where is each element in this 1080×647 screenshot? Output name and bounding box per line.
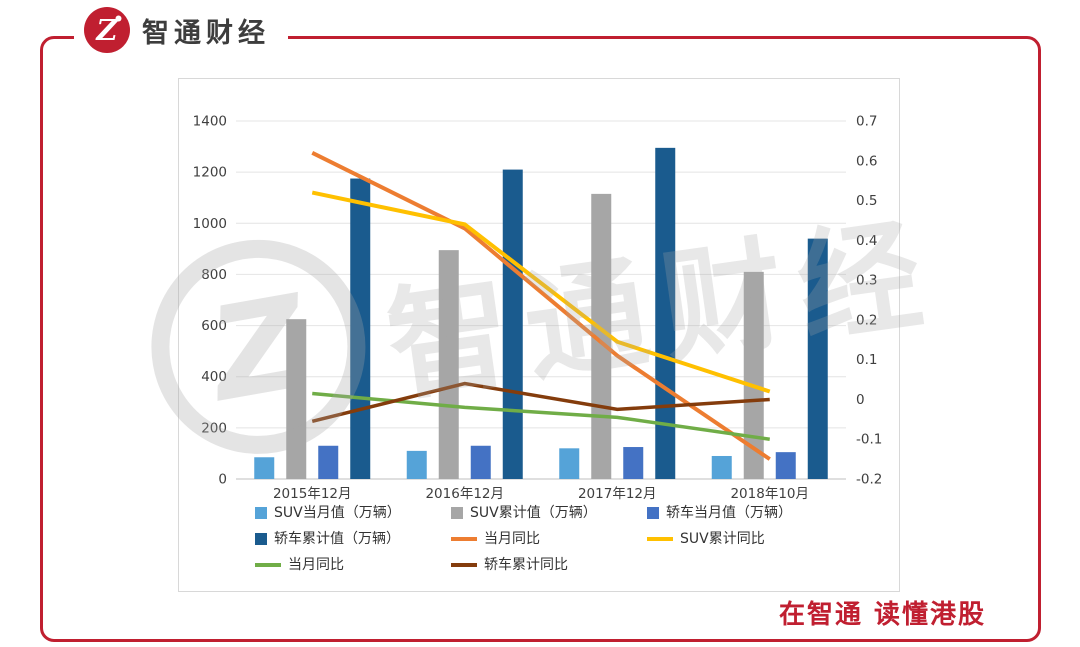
legend-item: 轿车当月值（万辆） xyxy=(647,505,843,521)
brand-slogan: 在智通 读懂港股 xyxy=(778,600,986,630)
legend-row: 轿车累计值（万辆） 当月同比 SUV累计同比 xyxy=(255,531,843,547)
legend-row: 当月同比 轿车累计同比 xyxy=(255,557,843,573)
legend-marker xyxy=(451,507,463,519)
bar xyxy=(502,169,523,479)
bar xyxy=(470,445,491,479)
legend-marker xyxy=(255,507,267,519)
legend-marker xyxy=(647,507,659,519)
legend-label: 轿车当月值（万辆） xyxy=(666,505,792,521)
legend-item: SUV累计同比 xyxy=(647,531,843,547)
right-axis-tick: 0.6 xyxy=(856,153,877,169)
legend-item: 轿车累计值（万辆） xyxy=(255,531,451,547)
x-axis-label: 2016年12月 xyxy=(425,486,504,502)
bar xyxy=(807,238,828,479)
left-axis-tick: 600 xyxy=(201,318,227,334)
bar xyxy=(318,445,339,479)
bar xyxy=(743,271,764,479)
legend-label: SUV当月值（万辆） xyxy=(274,505,401,521)
bar xyxy=(559,448,580,479)
legend-label: SUV累计同比 xyxy=(680,531,765,547)
right-axis-tick: -0.2 xyxy=(856,472,882,488)
combo-chart: 0 200 400 600 800 1000 1200 1400 -0.2 -0.1 0 0.1 0.2… xyxy=(193,114,883,503)
page-frame xyxy=(40,36,1041,642)
legend-label: 轿车累计值（万辆） xyxy=(274,531,400,547)
line-series xyxy=(311,190,771,394)
legend-item: SUV累计值（万辆） xyxy=(451,505,647,521)
legend-item: 轿车累计同比 xyxy=(451,557,647,573)
legend-marker xyxy=(255,533,267,545)
legend-marker xyxy=(647,537,673,541)
legend-label: 轿车累计同比 xyxy=(484,557,568,573)
legend-label: SUV累计值（万辆） xyxy=(470,505,597,521)
bar xyxy=(711,455,732,479)
brand-name: 智通财经 xyxy=(142,17,270,49)
legend-label: 当月同比 xyxy=(288,557,344,573)
x-axis-label: 2018年10月 xyxy=(730,486,809,502)
bar xyxy=(655,147,676,479)
left-axis-tick: 1000 xyxy=(193,216,227,232)
zhitong-logo-icon: Z xyxy=(84,7,130,53)
chart-panel: 0 200 400 600 800 1000 1200 1400 -0.2 -0.1 0 0.1 0.2… xyxy=(178,78,900,592)
bar xyxy=(623,447,644,479)
left-axis-tick: 0 xyxy=(218,472,227,488)
left-axis-tick: 1200 xyxy=(193,165,227,181)
bar xyxy=(775,452,796,479)
svg-text:Z: Z xyxy=(95,13,119,47)
right-axis-tick: 0.7 xyxy=(856,114,877,130)
legend-marker xyxy=(451,563,477,567)
right-axis-tick: 0 xyxy=(856,392,865,408)
bar xyxy=(438,250,459,479)
legend-marker xyxy=(255,563,281,567)
bar xyxy=(254,457,275,479)
line-series xyxy=(311,151,771,461)
x-axis-label: 2017年12月 xyxy=(578,486,657,502)
right-axis-tick: 0.2 xyxy=(856,312,877,328)
right-axis-tick: 0.4 xyxy=(856,233,877,249)
bar xyxy=(406,450,427,479)
legend-row: SUV当月值（万辆） SUV累计值（万辆） 轿车当月值（万辆） xyxy=(255,505,843,521)
legend-label: 当月同比 xyxy=(484,531,540,547)
legend-item: 当月同比 xyxy=(451,531,647,547)
right-axis-tick: 0.5 xyxy=(856,193,877,209)
right-axis-tick: -0.1 xyxy=(856,432,882,448)
bar xyxy=(350,178,371,479)
chart-legend: SUV当月值（万辆） SUV累计值（万辆） 轿车当月值（万辆） 轿车累计值（万辆） 当月… xyxy=(255,505,843,583)
legend-marker xyxy=(451,537,477,541)
left-axis-tick: 800 xyxy=(201,267,227,283)
right-axis-tick: 0.1 xyxy=(856,352,877,368)
line-series xyxy=(311,381,770,424)
legend-item: 当月同比 xyxy=(255,557,451,573)
brand-logo: Z 智通财经 xyxy=(74,5,288,55)
legend-item: SUV当月值（万辆） xyxy=(255,505,451,521)
left-axis-tick: 200 xyxy=(201,420,227,436)
right-axis-tick: 0.3 xyxy=(856,273,877,289)
line-series xyxy=(312,391,770,441)
x-axis-label: 2015年12月 xyxy=(273,486,352,502)
bar xyxy=(286,319,307,479)
left-axis-tick: 1400 xyxy=(193,114,227,130)
left-axis-tick: 400 xyxy=(201,369,227,385)
